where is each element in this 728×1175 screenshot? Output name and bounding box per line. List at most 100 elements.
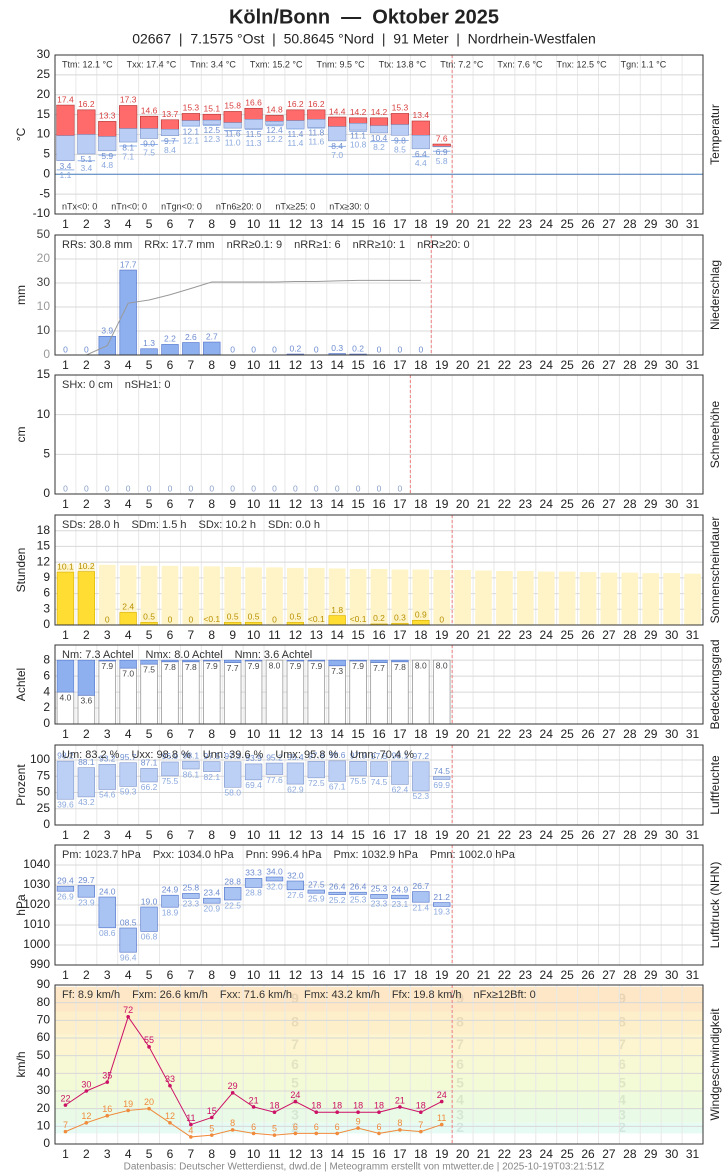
- data-label: 67.1: [329, 782, 346, 792]
- data-label: 16.2: [308, 99, 325, 109]
- x-tick-label: 5: [146, 727, 153, 741]
- data-label: 8.0: [269, 660, 281, 670]
- beaufort-label: 9: [291, 990, 299, 1006]
- x-tick-label: 11: [268, 1147, 281, 1161]
- temp-upper: [160, 119, 180, 130]
- data-label: 23.4: [204, 887, 221, 897]
- data-label: 0.3: [394, 613, 406, 623]
- x-tick-label: 5: [146, 1147, 153, 1161]
- x-tick-label: 14: [331, 358, 345, 372]
- x-tick-label: 11: [268, 217, 281, 231]
- data-label: 3.6: [80, 696, 92, 706]
- stat: Umn: 70.4 %: [350, 749, 414, 761]
- temp-lower: [160, 129, 180, 136]
- data-label: 0: [377, 344, 382, 354]
- sun-bar: [119, 612, 137, 626]
- x-tick-label: 3: [104, 968, 111, 982]
- data-label: 6: [314, 1122, 319, 1132]
- gust-point: [335, 1110, 339, 1114]
- x-tick-label: 15: [351, 358, 365, 372]
- beaufort-label: 3: [456, 1106, 464, 1122]
- mean-point: [209, 1133, 214, 1137]
- data-label: 08.6: [99, 928, 116, 938]
- data-label: 12.1: [183, 135, 200, 145]
- x-tick-label: 30: [665, 497, 679, 511]
- y-tick-label: 1040: [23, 857, 50, 871]
- x-tick-label: 21: [477, 358, 491, 372]
- x-tick-label: 2: [83, 1147, 90, 1161]
- possible-sun: [287, 567, 304, 625]
- x-tick-label: 22: [498, 1147, 512, 1161]
- data-label: 21: [249, 1095, 259, 1105]
- cloud-range: [224, 659, 242, 663]
- stat: Unn: 39.6 %: [203, 749, 264, 761]
- stat: Umx: 95.8 %: [275, 749, 338, 761]
- temp-lower: [286, 120, 305, 130]
- temp-upper: [139, 115, 159, 129]
- gust-point: [230, 1090, 235, 1095]
- pressure-range: [244, 878, 263, 888]
- y-axis-label: Prozent: [14, 764, 28, 806]
- stat: Ffx: 19.8 km/h: [392, 989, 462, 1001]
- data-label: 15.3: [183, 103, 200, 113]
- data-label: 77.6: [266, 775, 283, 785]
- y-tick-label: 15: [37, 107, 51, 121]
- stat: nRR≥0.1: 9: [227, 239, 283, 251]
- x-tick-label: 2: [83, 727, 90, 741]
- data-label: 58.0: [224, 788, 241, 798]
- x-tick-label: 24: [540, 968, 554, 982]
- x-tick-label: 18: [414, 497, 428, 511]
- x-tick-label: 24: [540, 727, 554, 741]
- beaufort-label: 4: [456, 1091, 464, 1107]
- x-tick-label: 6: [167, 968, 174, 982]
- data-label: 75.5: [350, 776, 367, 786]
- data-label: 97.5: [371, 751, 388, 761]
- stat: nTx≥30: 0: [329, 201, 369, 211]
- x-tick-label: 23: [519, 217, 533, 231]
- data-label: 55: [144, 1035, 154, 1045]
- x-tick-label: 6: [167, 497, 174, 511]
- data-label: 69.9: [433, 780, 450, 790]
- y-tick-label: 9: [43, 570, 50, 584]
- possible-sun: [140, 565, 158, 625]
- temp-lower: [139, 128, 159, 139]
- data-label: 9.7: [164, 136, 176, 146]
- stat: Nmn: 3.6 Achtel: [235, 649, 313, 661]
- y-tick-label: 10: [37, 299, 51, 313]
- x-tick-label: 1: [62, 1147, 69, 1161]
- possible-sun: [600, 572, 618, 625]
- footer: Datenbasis: Deutscher Wetterdienst, dwd.…: [124, 1162, 605, 1173]
- y-tick-label: 20: [37, 1101, 51, 1115]
- x-tick-label: 5: [146, 217, 153, 231]
- x-tick-label: 9: [229, 497, 236, 511]
- y2-tick-label: 10: [37, 323, 51, 337]
- possible-sun: [537, 571, 555, 625]
- x-tick-label: 22: [498, 358, 512, 372]
- x-tick-label: 29: [644, 1147, 658, 1161]
- temp-upper: [390, 113, 409, 125]
- x-tick-label: 13: [310, 727, 324, 741]
- data-label: 8.4: [164, 145, 176, 155]
- data-label: 0: [63, 483, 68, 493]
- y-tick-label: -5: [39, 186, 50, 200]
- x-tick-label: 16: [372, 968, 386, 982]
- x-tick-label: 13: [310, 217, 324, 231]
- cloud-range: [244, 659, 263, 662]
- y-tick-label: 0: [43, 1136, 50, 1150]
- pressure-range: [98, 896, 116, 929]
- x-tick-label: 26: [581, 1147, 595, 1161]
- humidity-range: [77, 767, 96, 798]
- data-label: 2.7: [206, 331, 218, 341]
- x-tick-label: 10: [247, 1147, 261, 1161]
- temp-lower: [369, 125, 389, 134]
- data-label: 12.2: [266, 134, 283, 144]
- x-tick-label: 26: [581, 217, 595, 231]
- temp-upper: [98, 121, 117, 137]
- stat: nTn<0: 0: [111, 201, 147, 211]
- possible-sun: [475, 570, 492, 625]
- x-tick-label: 15: [351, 1147, 365, 1161]
- pressure-range: [412, 891, 430, 903]
- x-tick-label: 10: [247, 358, 261, 372]
- data-label: 13.7: [162, 109, 179, 119]
- data-label: 7.7: [227, 663, 239, 673]
